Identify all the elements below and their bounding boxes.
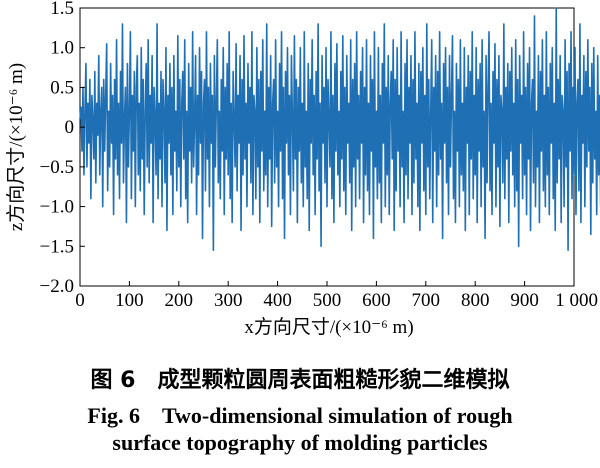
x-tick-label: 700 [412,290,441,311]
x-tick-label: 900 [510,290,539,311]
x-tick-label: 500 [313,290,342,311]
y-tick-label: −1.0 [40,197,74,218]
y-axis-label: z方向尺寸/(×10⁻⁶ m) [5,63,27,231]
y-axis: −2.0 −1.5 −1.0 −0.5 0 0.5 1.0 1.5 [40,0,85,297]
x-axis: 0 100 200 300 400 500 600 700 800 900 1 000 [75,281,598,311]
y-tick-label: 1.5 [50,0,74,19]
y-tick-label: 0.5 [50,77,74,98]
y-tick-label: 1.0 [50,38,74,59]
x-tick-label: 200 [165,290,194,311]
x-tick-label: 800 [461,290,490,311]
y-tick-label: −2.0 [40,276,74,297]
x-axis-label: x方向尺寸/(×10⁻⁶ m) [244,316,413,338]
figure-caption-chinese: 图 6 成型颗粒圆周表面粗糙形貌二维模拟 [90,368,510,393]
x-tick-label: 0 [75,290,85,311]
y-tick-label: −0.5 [40,157,74,178]
x-tick-label: 600 [362,290,391,311]
figure-caption-english-line-1: Fig. 6 Two-dimensional simulation of rou… [87,403,513,428]
figure-caption-english-line-2: surface topography of molding particles [112,430,488,455]
x-tick-label: 300 [214,290,243,311]
x-tick-label: 400 [263,290,292,311]
plot-area [79,7,600,287]
y-tick-label: 0 [65,117,75,138]
y-tick-label: −1.5 [40,236,74,257]
x-tick-label: 100 [115,290,144,311]
x-tick-label: 1 000 [555,290,598,311]
series-line [79,7,600,252]
